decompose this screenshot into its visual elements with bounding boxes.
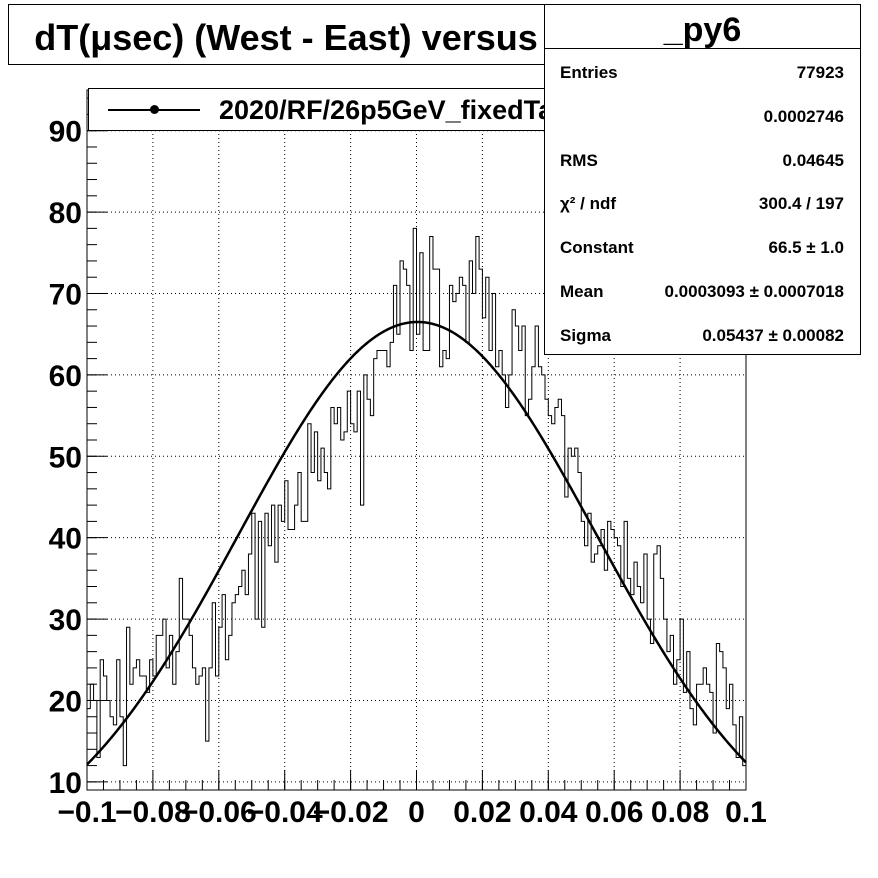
stats-value: 66.5 ± 1.0 (768, 238, 845, 257)
x-tick-label: 0.06 (585, 796, 643, 829)
stats-label: Entries (560, 63, 618, 82)
gaussian-fit-curve (86, 320, 747, 766)
x-tick-label: −0.04 (247, 796, 323, 829)
x-tick-label: −0.06 (181, 796, 257, 829)
y-tick-label: 10 (49, 767, 82, 800)
stats-value: 0.0003093 ± 0.0007018 (664, 282, 845, 301)
stats-row-entries: Entries 77923 (560, 63, 844, 87)
stats-value: 77923 (796, 63, 844, 82)
stats-row-rms: RMS 0.04645 (560, 151, 844, 175)
y-tick-label: 90 (49, 116, 82, 149)
title-box: dT(μsec) (West - East) versus Z (8, 4, 596, 65)
chart-title: dT(μsec) (West - East) versus Z (34, 17, 570, 58)
stats-histogram-name: _py6 (663, 11, 742, 49)
legend-dot-marker (150, 105, 159, 114)
stats-label: Sigma (560, 326, 612, 345)
stats-row-mean: 0.0002746 (560, 107, 844, 131)
legend-entry: 2020/RF/26p5GeV_fixedTarget (219, 95, 605, 125)
stats-label: Constant (560, 238, 634, 257)
x-axis: −0.1−0.08−0.06−0.04−0.02 0 0.02 0.04 0.06 0.0… (57, 770, 767, 829)
y-axis: 10 20 30 40 50 60 70 80 90 (49, 97, 107, 800)
stats-row-sigma: Sigma 0.05437 ± 0.00082 (560, 326, 844, 350)
x-tick-label: 0.1 (725, 796, 767, 829)
y-tick-label: 50 (49, 441, 82, 474)
x-tick-label: −0.1 (57, 796, 116, 829)
x-tick-label: −0.08 (115, 796, 191, 829)
x-tick-label: 0.02 (453, 796, 511, 829)
y-tick-label: 80 (49, 197, 82, 230)
stats-label: RMS (560, 151, 598, 170)
y-tick-label: 40 (49, 523, 82, 556)
stats-box: _py6 Entries 77923 0.0002746 RMS 0.04645… (544, 4, 861, 355)
stats-row-chi2: χ² / ndf 300.4 / 197 (560, 194, 844, 218)
x-tick-label: 0.04 (519, 796, 578, 829)
stats-row-constant: Constant 66.5 ± 1.0 (560, 238, 844, 262)
x-tick-label: 0 (408, 796, 425, 829)
histogram-series (87, 227, 746, 767)
x-tick-label: −0.02 (313, 796, 389, 829)
legend: 2020/RF/26p5GeV_fixedTarget (88, 88, 614, 131)
y-tick-label: 70 (49, 278, 82, 311)
y-tick-label: 30 (49, 604, 82, 637)
y-tick-label: 60 (49, 360, 82, 393)
y-tick-label: 20 (49, 685, 82, 718)
stats-value: 0.0002746 (763, 107, 844, 126)
stats-divider (545, 48, 860, 49)
stats-value: 300.4 / 197 (758, 194, 844, 213)
stats-label: Mean (560, 282, 604, 301)
stats-value: 0.04645 (782, 151, 844, 170)
x-tick-label: 0.08 (651, 796, 709, 829)
stats-row-fit-mean: Mean 0.0003093 ± 0.0007018 (560, 282, 844, 306)
stats-value: 0.05437 ± 0.00082 (702, 326, 844, 345)
stats-label: χ² / ndf (560, 194, 617, 213)
